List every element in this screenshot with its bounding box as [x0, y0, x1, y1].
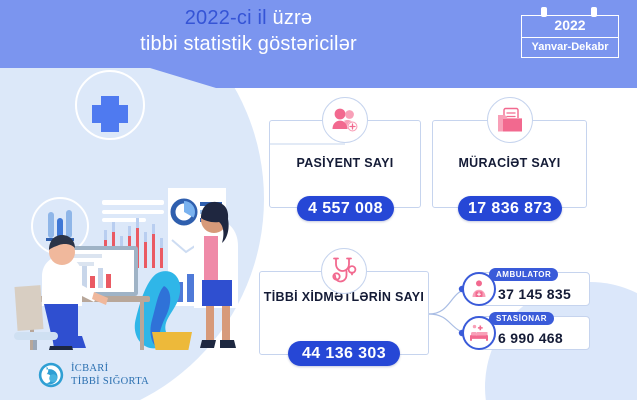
stat-card-requests: MÜRACİƏT SAYI: [432, 120, 587, 208]
stat-card-services-title: TİBBİ XİDMƏTLƏRİN SAYI: [263, 290, 425, 304]
calendar-year: 2022: [521, 15, 619, 37]
badge-ambulator: AMBULATOR: [489, 268, 559, 281]
logo-line-one: İCBARİ: [71, 363, 109, 374]
medical-statistics-illustration: [6, 60, 242, 362]
stethoscope-icon: [321, 248, 367, 294]
subcard-stasionar-value: 6 990 468: [498, 330, 563, 346]
icbari-tibbi-sigorta-logo-icon: [38, 363, 64, 388]
stat-card-patients-title: PASİYENT SAYI: [296, 156, 394, 170]
calendar-badge: 2022 Yanvar-Dekabr: [521, 7, 619, 58]
logo-line-two: TİBBİ SIĞORTA: [71, 376, 149, 388]
subcard-ambulator-value: 37 145 835: [498, 286, 572, 302]
stat-card-requests-title: MÜRACİƏT SAYI: [458, 156, 561, 170]
stat-card-patients-value: 4 557 008: [297, 196, 394, 221]
stat-card-services-value: 44 136 303: [288, 341, 400, 366]
calendar-icon: [521, 7, 619, 17]
folder-document-icon: [487, 97, 533, 143]
organization-logo: İCBARİ TİBBİ SIĞORTA: [38, 362, 149, 389]
calendar-period: Yanvar-Dekabr: [521, 37, 619, 58]
users-add-icon: [322, 97, 368, 143]
organization-logo-text: İCBARİ TİBBİ SIĞORTA: [71, 362, 149, 389]
badge-stasionar: STASİONAR: [489, 312, 555, 325]
stat-card-requests-value: 17 836 873: [458, 196, 562, 221]
